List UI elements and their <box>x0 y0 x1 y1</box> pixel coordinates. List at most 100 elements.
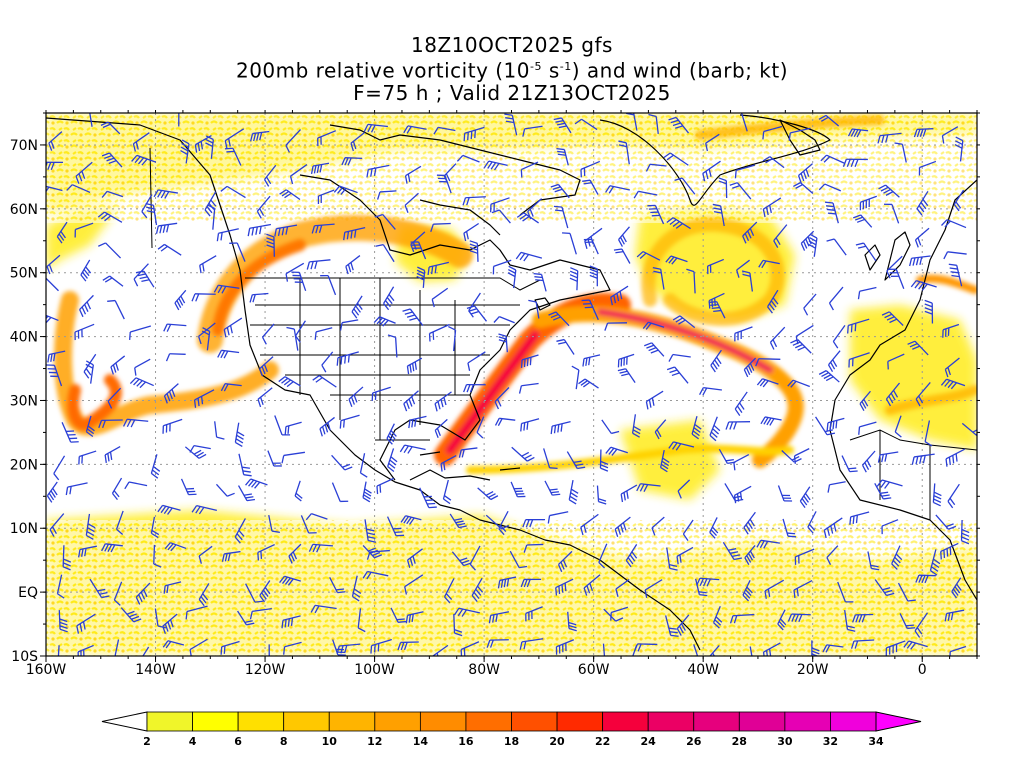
wind-barb <box>708 300 726 319</box>
wind-barb <box>709 645 720 656</box>
wind-barb <box>234 518 246 544</box>
wind-barb <box>947 483 960 509</box>
wind-barb <box>729 182 752 200</box>
wind-barb <box>602 643 606 656</box>
wind-barb <box>617 368 636 383</box>
wind-barb <box>110 355 126 375</box>
wind-barb <box>743 357 757 378</box>
wind-barb <box>604 322 628 331</box>
wind-barb <box>520 354 539 368</box>
wind-barb <box>589 265 598 287</box>
wind-barb <box>221 550 241 562</box>
wind-barb <box>668 353 691 362</box>
wind-barb <box>924 299 934 324</box>
wind-barb <box>237 610 255 626</box>
wind-barb <box>469 545 481 571</box>
wind-barb <box>180 478 197 496</box>
wind-barb <box>734 391 748 417</box>
wind-barb <box>351 575 362 602</box>
wind-barb <box>162 418 183 434</box>
wind-barb <box>652 267 665 290</box>
wind-barb <box>799 486 811 508</box>
wind-barb <box>935 514 957 530</box>
wind-barb <box>876 479 903 489</box>
wind-barb <box>281 615 301 629</box>
wind-barb <box>941 126 959 144</box>
wind-barb <box>762 197 782 218</box>
colorbar-label: 32 <box>823 735 838 748</box>
wind-barb <box>163 383 179 404</box>
wind-barb <box>645 163 667 172</box>
wind-barb <box>408 415 427 429</box>
wind-barb <box>80 259 92 282</box>
wind-barb <box>374 213 396 230</box>
wind-barb <box>826 238 847 256</box>
wind-barb <box>740 113 748 132</box>
wind-barb <box>511 446 535 462</box>
wind-barb <box>793 448 810 464</box>
wind-barb <box>555 639 575 655</box>
wind-barb <box>153 189 178 199</box>
wind-barb <box>419 487 437 509</box>
colorbar-label: 14 <box>413 735 429 748</box>
wind-barb <box>613 248 631 264</box>
wind-barb <box>57 645 60 656</box>
wind-barb <box>288 543 302 564</box>
wind-barb <box>712 606 723 629</box>
wind-barb <box>306 259 331 270</box>
colorbar-label: 24 <box>641 735 657 748</box>
wind-barb <box>310 604 337 614</box>
x-tick-label: 0 <box>918 662 927 678</box>
wind-barb <box>522 125 543 137</box>
wind-barb <box>410 241 427 260</box>
wind-barb <box>285 129 301 153</box>
colorbar-label: 6 <box>234 735 242 748</box>
wind-barb <box>625 544 638 568</box>
wind-barb <box>693 644 699 656</box>
wind-barb <box>53 455 66 481</box>
wind-barb <box>777 609 787 631</box>
wind-barb <box>456 154 480 163</box>
wind-barb <box>115 510 124 535</box>
x-tick-label: 160W <box>26 662 67 678</box>
wind-barb <box>164 542 187 552</box>
wind-barb <box>261 323 275 345</box>
wind-barb <box>245 583 263 603</box>
wind-barb <box>504 113 518 136</box>
wind-barb <box>493 316 515 324</box>
wind-barb <box>274 224 298 237</box>
wind-barb <box>852 214 873 228</box>
wind-barb <box>858 421 877 435</box>
wind-barb <box>815 416 836 436</box>
wind-barb <box>129 377 154 389</box>
chart-title: 18Z10OCT2025 gfs 200mb relative vorticit… <box>0 34 1024 104</box>
wind-barbs <box>46 113 977 656</box>
wind-barb <box>453 607 480 617</box>
wind-barb <box>61 422 79 443</box>
wind-barb <box>366 164 390 178</box>
wind-barb <box>911 453 935 465</box>
wind-barb <box>841 455 858 473</box>
wind-barb <box>580 160 601 178</box>
wind-barb <box>98 242 122 259</box>
wind-barb <box>548 311 570 327</box>
wind-barb <box>62 545 72 571</box>
wind-barb <box>314 327 333 340</box>
wind-barb <box>267 450 282 467</box>
wind-barb <box>198 583 210 607</box>
wind-barb <box>944 609 965 622</box>
wind-barb <box>434 418 448 438</box>
wind-barb <box>803 293 817 316</box>
wind-barb <box>605 446 628 456</box>
wind-barb <box>317 189 335 205</box>
wind-barb <box>881 311 904 326</box>
wind-barb <box>631 414 641 438</box>
wind-barb <box>886 255 903 279</box>
wind-barb <box>533 273 547 292</box>
colorbar-label: 26 <box>686 735 702 748</box>
wind-barb <box>189 638 208 656</box>
wind-barb <box>141 194 153 219</box>
wind-barb <box>124 481 148 490</box>
wind-barb <box>163 323 187 332</box>
wind-barb <box>250 130 270 142</box>
